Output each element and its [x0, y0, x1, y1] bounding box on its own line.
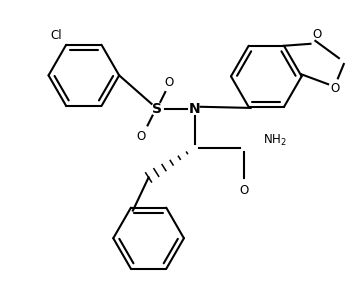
- Text: O: O: [330, 82, 340, 95]
- Text: NH$_2$: NH$_2$: [263, 132, 287, 148]
- Text: O: O: [239, 184, 248, 197]
- Text: N: N: [189, 102, 200, 116]
- Text: O: O: [136, 130, 145, 143]
- Text: O: O: [313, 28, 322, 42]
- Text: Cl: Cl: [50, 29, 62, 42]
- Text: S: S: [153, 102, 163, 116]
- Text: O: O: [165, 76, 174, 89]
